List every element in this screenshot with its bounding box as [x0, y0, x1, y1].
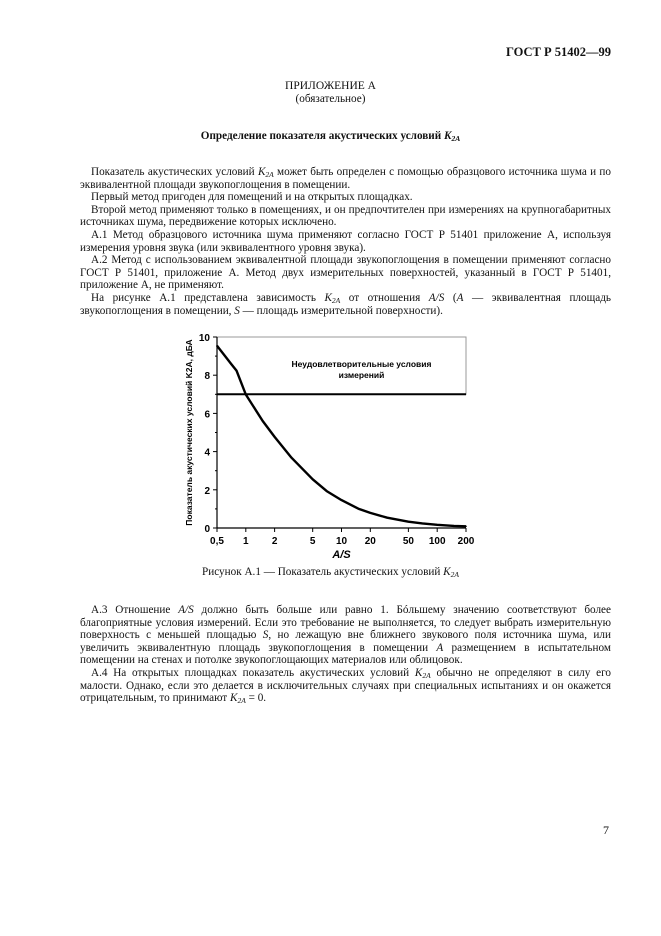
text-run: размещением в испытательном помещении на…: [80, 641, 611, 667]
data-point: [357, 507, 360, 510]
text-run: Первый метод пригоден для помещений и на…: [91, 191, 413, 204]
text-run: обычно не определяют в силу его малости.…: [80, 666, 611, 705]
text-run: Рисунок А.1 — Показатель акустических ус…: [202, 566, 444, 578]
data-point: [261, 420, 264, 422]
annex-title: ПРИЛОЖЕНИЕ А: [285, 80, 376, 92]
data-point: [386, 516, 388, 519]
y-tick-label: 8: [204, 371, 210, 382]
text-run: S: [234, 304, 240, 317]
text-run: На рисунке А.1 представлена зависимость: [91, 291, 325, 304]
text-run: А.2 Метод с использованием эквивалентной…: [80, 254, 611, 292]
text-run: может быть определен с помощью образцово…: [80, 166, 611, 191]
document-id: ГОСТ Р 51402—99: [505, 45, 611, 59]
text-run: А.4 На открытых площадках показатель аку…: [91, 666, 415, 679]
text-run: K: [414, 666, 423, 679]
data-point: [235, 369, 238, 372]
text-run: А.1 Метод образцового источника шума при…: [80, 228, 611, 254]
data-point: [453, 525, 455, 527]
text-run: Показатель акустических условий: [91, 166, 258, 178]
y-tick-label: 6: [204, 409, 210, 420]
text-run: K: [324, 291, 332, 304]
text-run: A/S: [428, 291, 445, 304]
text-run: K: [257, 166, 266, 178]
x-tick-label: 50: [403, 536, 415, 547]
paragraph: Второй метод применяют только в помещени…: [80, 204, 611, 229]
x-tick-label: 100: [429, 536, 446, 547]
figure-caption: Рисунок А.1 — Показатель акустических ус…: [0, 566, 661, 578]
text-run: K: [444, 130, 452, 142]
text-run: S: [262, 629, 269, 642]
paragraph: На рисунке А.1 представлена зависимость …: [80, 292, 611, 317]
x-tick-label: 1: [243, 536, 249, 547]
x-tick-label: 20: [365, 536, 377, 547]
data-point: [245, 393, 247, 396]
paragraph: А.3 Отношение A/S должно быть больше или…: [80, 604, 611, 667]
text-run: A: [436, 641, 444, 654]
y-axis-label: Показатель акустических условий K2A, дБА: [184, 339, 194, 525]
subscript: 2A: [331, 295, 341, 305]
x-tick-label: 200: [458, 536, 475, 547]
intro-text: Показатель акустических условий K2A може…: [80, 166, 611, 317]
text-run: Определение показателя акустических усло…: [200, 130, 444, 142]
text-run: K: [443, 566, 451, 578]
text-run: A/S: [178, 604, 194, 616]
data-point: [436, 523, 438, 526]
data-point: [290, 456, 293, 459]
annex-status: (обязательное): [295, 93, 366, 105]
x-axis-label: A/S: [331, 549, 351, 561]
text-run: A: [456, 291, 464, 304]
region-label: Неудовлетворительные условия измерений: [292, 359, 432, 380]
subscript: 2A: [422, 670, 431, 680]
section-title: Определение показателя акустических усло…: [0, 130, 661, 142]
subscript: 2A: [450, 570, 459, 579]
text-run: = 0.: [245, 692, 267, 705]
data-point: [465, 525, 467, 528]
paragraph: Показатель акустических условий K2A може…: [80, 166, 611, 191]
data-point: [216, 344, 218, 347]
text-run: — площадь измерительной поверхности).: [239, 304, 443, 317]
text-run: , но лежащую вне ближнего звукового поля…: [80, 629, 611, 654]
data-point: [273, 436, 276, 438]
x-tick-label: 5: [310, 536, 316, 547]
paragraph: А.2 Метод с использованием эквивалентной…: [80, 254, 611, 292]
text-run: K: [229, 692, 238, 705]
y-tick-label: 4: [204, 448, 210, 459]
body-text: А.3 Отношение A/S должно быть больше или…: [80, 604, 611, 705]
page-number: 7: [603, 823, 609, 837]
text-run: — эквивалентная площадь звукопоглощения …: [80, 291, 611, 317]
data-point: [325, 490, 328, 492]
data-point: [421, 522, 424, 525]
data-point: [311, 478, 314, 481]
paragraph: Первый метод пригоден для помещений и на…: [80, 191, 611, 204]
text-run: от отношения: [340, 291, 429, 304]
x-tick-label: 0,5: [210, 536, 224, 547]
x-tick-label: 2: [272, 536, 278, 547]
text-run: должно быть больше или равно 1. Бóльшему…: [80, 604, 611, 642]
region-label-line: измерений: [339, 370, 385, 380]
y-tick-label: 2: [204, 486, 210, 497]
region-label-line: Неудовлетворительные условия: [292, 359, 432, 369]
data-point: [369, 512, 372, 514]
text-run: (: [444, 291, 457, 304]
paragraph: А.1 Метод образцового источника шума при…: [80, 229, 611, 254]
paragraph: А.4 На открытых площадках показатель аку…: [80, 667, 611, 705]
subscript: 2A: [237, 696, 246, 706]
figure-a1-chart: 0,5 1 2 5 10 20 50 100 200 0 2 4 6 8 10 A/S Показатель а…: [184, 333, 475, 561]
data-point: [223, 354, 226, 357]
subscript: 2A: [451, 134, 461, 143]
y-tick-label: 10: [199, 333, 211, 344]
y-tick-label: 0: [204, 524, 210, 535]
data-point: [230, 362, 232, 365]
text-run: Второй метод применяют только в помещени…: [80, 203, 611, 229]
text-run: А.3 Отношение: [91, 604, 179, 616]
data-point: [340, 499, 343, 501]
data-point: [407, 520, 410, 523]
x-tick-label: 10: [336, 536, 348, 547]
subscript: 2A: [265, 170, 274, 179]
